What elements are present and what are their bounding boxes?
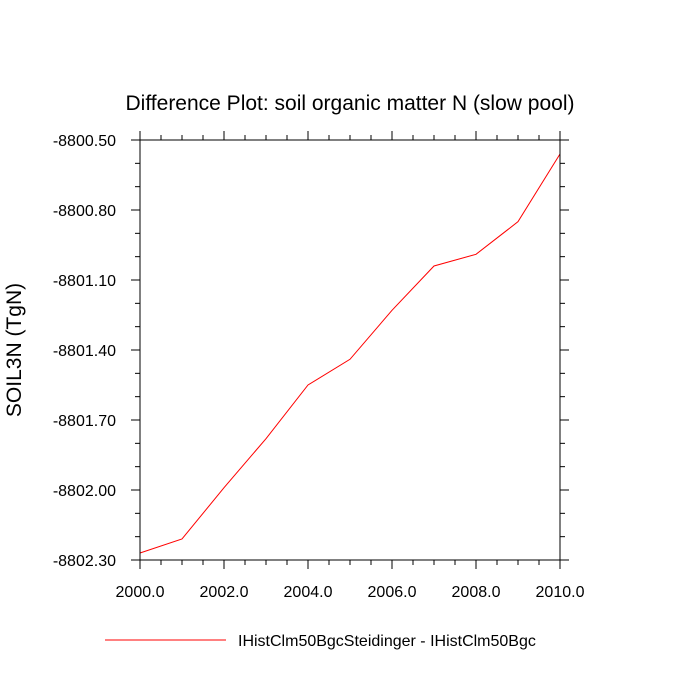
series-line xyxy=(139,153,561,554)
series-lines xyxy=(139,153,561,554)
x-tick-label: 2000.0 xyxy=(116,584,165,601)
chart-title: Difference Plot: soil organic matter N (… xyxy=(126,92,575,115)
x-tick-label: 2010.0 xyxy=(536,584,585,601)
legend-label: IHistClm50BgcSteidinger - IHistClm50Bgc xyxy=(238,633,536,650)
y-tick-label: -8800.80 xyxy=(53,203,116,220)
y-axis-label: SOIL3N (TgN) xyxy=(3,283,26,417)
axis-ticks xyxy=(131,131,569,569)
x-tick-label: 2008.0 xyxy=(452,584,501,601)
y-tick-label: -8801.70 xyxy=(53,413,116,430)
x-tick-label: 2004.0 xyxy=(284,584,333,601)
y-tick-label: -8801.10 xyxy=(53,273,116,290)
legend: IHistClm50BgcSteidinger - IHistClm50Bgc xyxy=(105,633,536,650)
y-tick-label: -8801.40 xyxy=(53,343,116,360)
axis-tick-labels: 2000.0 2002.0 2004.0 2006.0 2008.0 2010.0 -880… xyxy=(53,133,585,601)
x-tick-label: 2002.0 xyxy=(200,584,249,601)
plot-frame xyxy=(139,139,561,561)
x-tick-label: 2006.0 xyxy=(368,584,417,601)
y-tick-label: -8800.50 xyxy=(53,133,116,150)
y-tick-label: -8802.00 xyxy=(53,483,116,500)
y-tick-label: -8802.30 xyxy=(53,553,116,570)
